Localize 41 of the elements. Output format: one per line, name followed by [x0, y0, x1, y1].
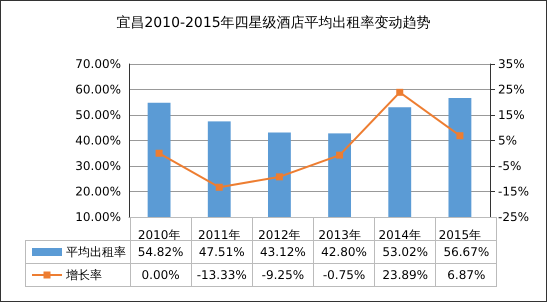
- chart-title: 宜昌2010-2015年四星级酒店平均出租率变动趋势: [116, 15, 431, 31]
- legend-label: 平均出租率: [26, 240, 130, 264]
- data-label: 6.87%: [436, 264, 497, 286]
- y2-tick-label: 35%: [498, 57, 525, 71]
- y-tick-label: 40.00%: [75, 134, 121, 148]
- y-tick-label: 20.00%: [75, 184, 121, 198]
- x-tick-label: 2011年: [198, 228, 241, 242]
- data-label: 0.00%: [130, 264, 192, 286]
- point: [336, 152, 344, 159]
- point: [156, 150, 163, 157]
- x-tick-label: 2012年: [258, 228, 301, 242]
- y-tick-label: 50.00%: [75, 108, 121, 122]
- y-tick-label: 70.00%: [75, 57, 121, 71]
- x-tick-label: 2015年: [438, 228, 482, 242]
- point: [276, 173, 283, 180]
- y2-tick-label: 5%: [498, 134, 518, 148]
- y2-tick-label: -25%: [498, 210, 530, 224]
- y2-tick-label: 15%: [498, 108, 525, 122]
- y-tick-label: 30.00%: [75, 159, 121, 173]
- data-label: 53.02%: [374, 240, 436, 264]
- data-label: -0.75%: [313, 264, 375, 286]
- data-label: 47.51%: [191, 240, 252, 264]
- data-label: 43.12%: [252, 240, 314, 264]
- y2-tick-label: -5%: [498, 159, 522, 173]
- point: [396, 88, 404, 96]
- data-label: 54.82%: [130, 240, 192, 264]
- data-label: -9.25%: [252, 264, 314, 286]
- y-tick-label: 10.00%: [75, 210, 121, 224]
- x-tick-label: 2010年: [138, 228, 180, 242]
- legend-label: 增长率: [26, 264, 130, 286]
- point: [456, 132, 464, 140]
- point: [216, 184, 223, 191]
- y2-tick-label: -15%: [498, 184, 530, 198]
- x-tick-label: 2014年: [378, 228, 422, 242]
- data-label: 23.89%: [374, 264, 436, 286]
- data-label: 56.67%: [436, 240, 497, 264]
- data-label: 42.80%: [313, 240, 375, 264]
- x-tick-label: 2013年: [318, 228, 361, 242]
- data-label: -13.33%: [191, 264, 252, 286]
- y-tick-label: 60.00%: [75, 82, 121, 96]
- y2-tick-label: 25%: [498, 82, 525, 96]
